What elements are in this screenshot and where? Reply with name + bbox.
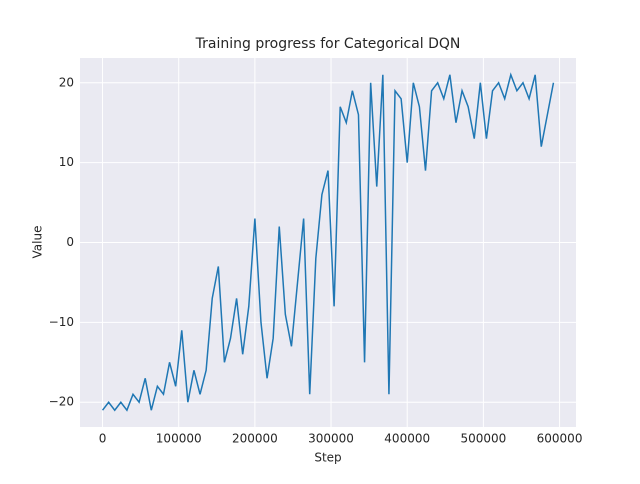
- x-tick-label: 300000: [308, 432, 354, 446]
- x-tick-label: 400000: [384, 432, 430, 446]
- x-tick-label: 200000: [232, 432, 278, 446]
- y-tick-label: 10: [59, 155, 74, 169]
- chart-title: Training progress for Categorical DQN: [195, 36, 461, 52]
- x-tick-label: 600000: [537, 432, 583, 446]
- x-tick-label: 500000: [460, 432, 506, 446]
- y-tick-label: 20: [59, 75, 74, 89]
- x-axis-label: Step: [314, 451, 341, 465]
- x-tick-label: 100000: [156, 432, 202, 446]
- x-tick-label: 0: [99, 432, 107, 446]
- y-tick-label: −10: [49, 315, 74, 329]
- data-line: [101, 72, 555, 412]
- y-tick-label: 0: [66, 235, 74, 249]
- y-tick-label: −20: [49, 395, 74, 409]
- y-axis-label: Value: [31, 226, 45, 259]
